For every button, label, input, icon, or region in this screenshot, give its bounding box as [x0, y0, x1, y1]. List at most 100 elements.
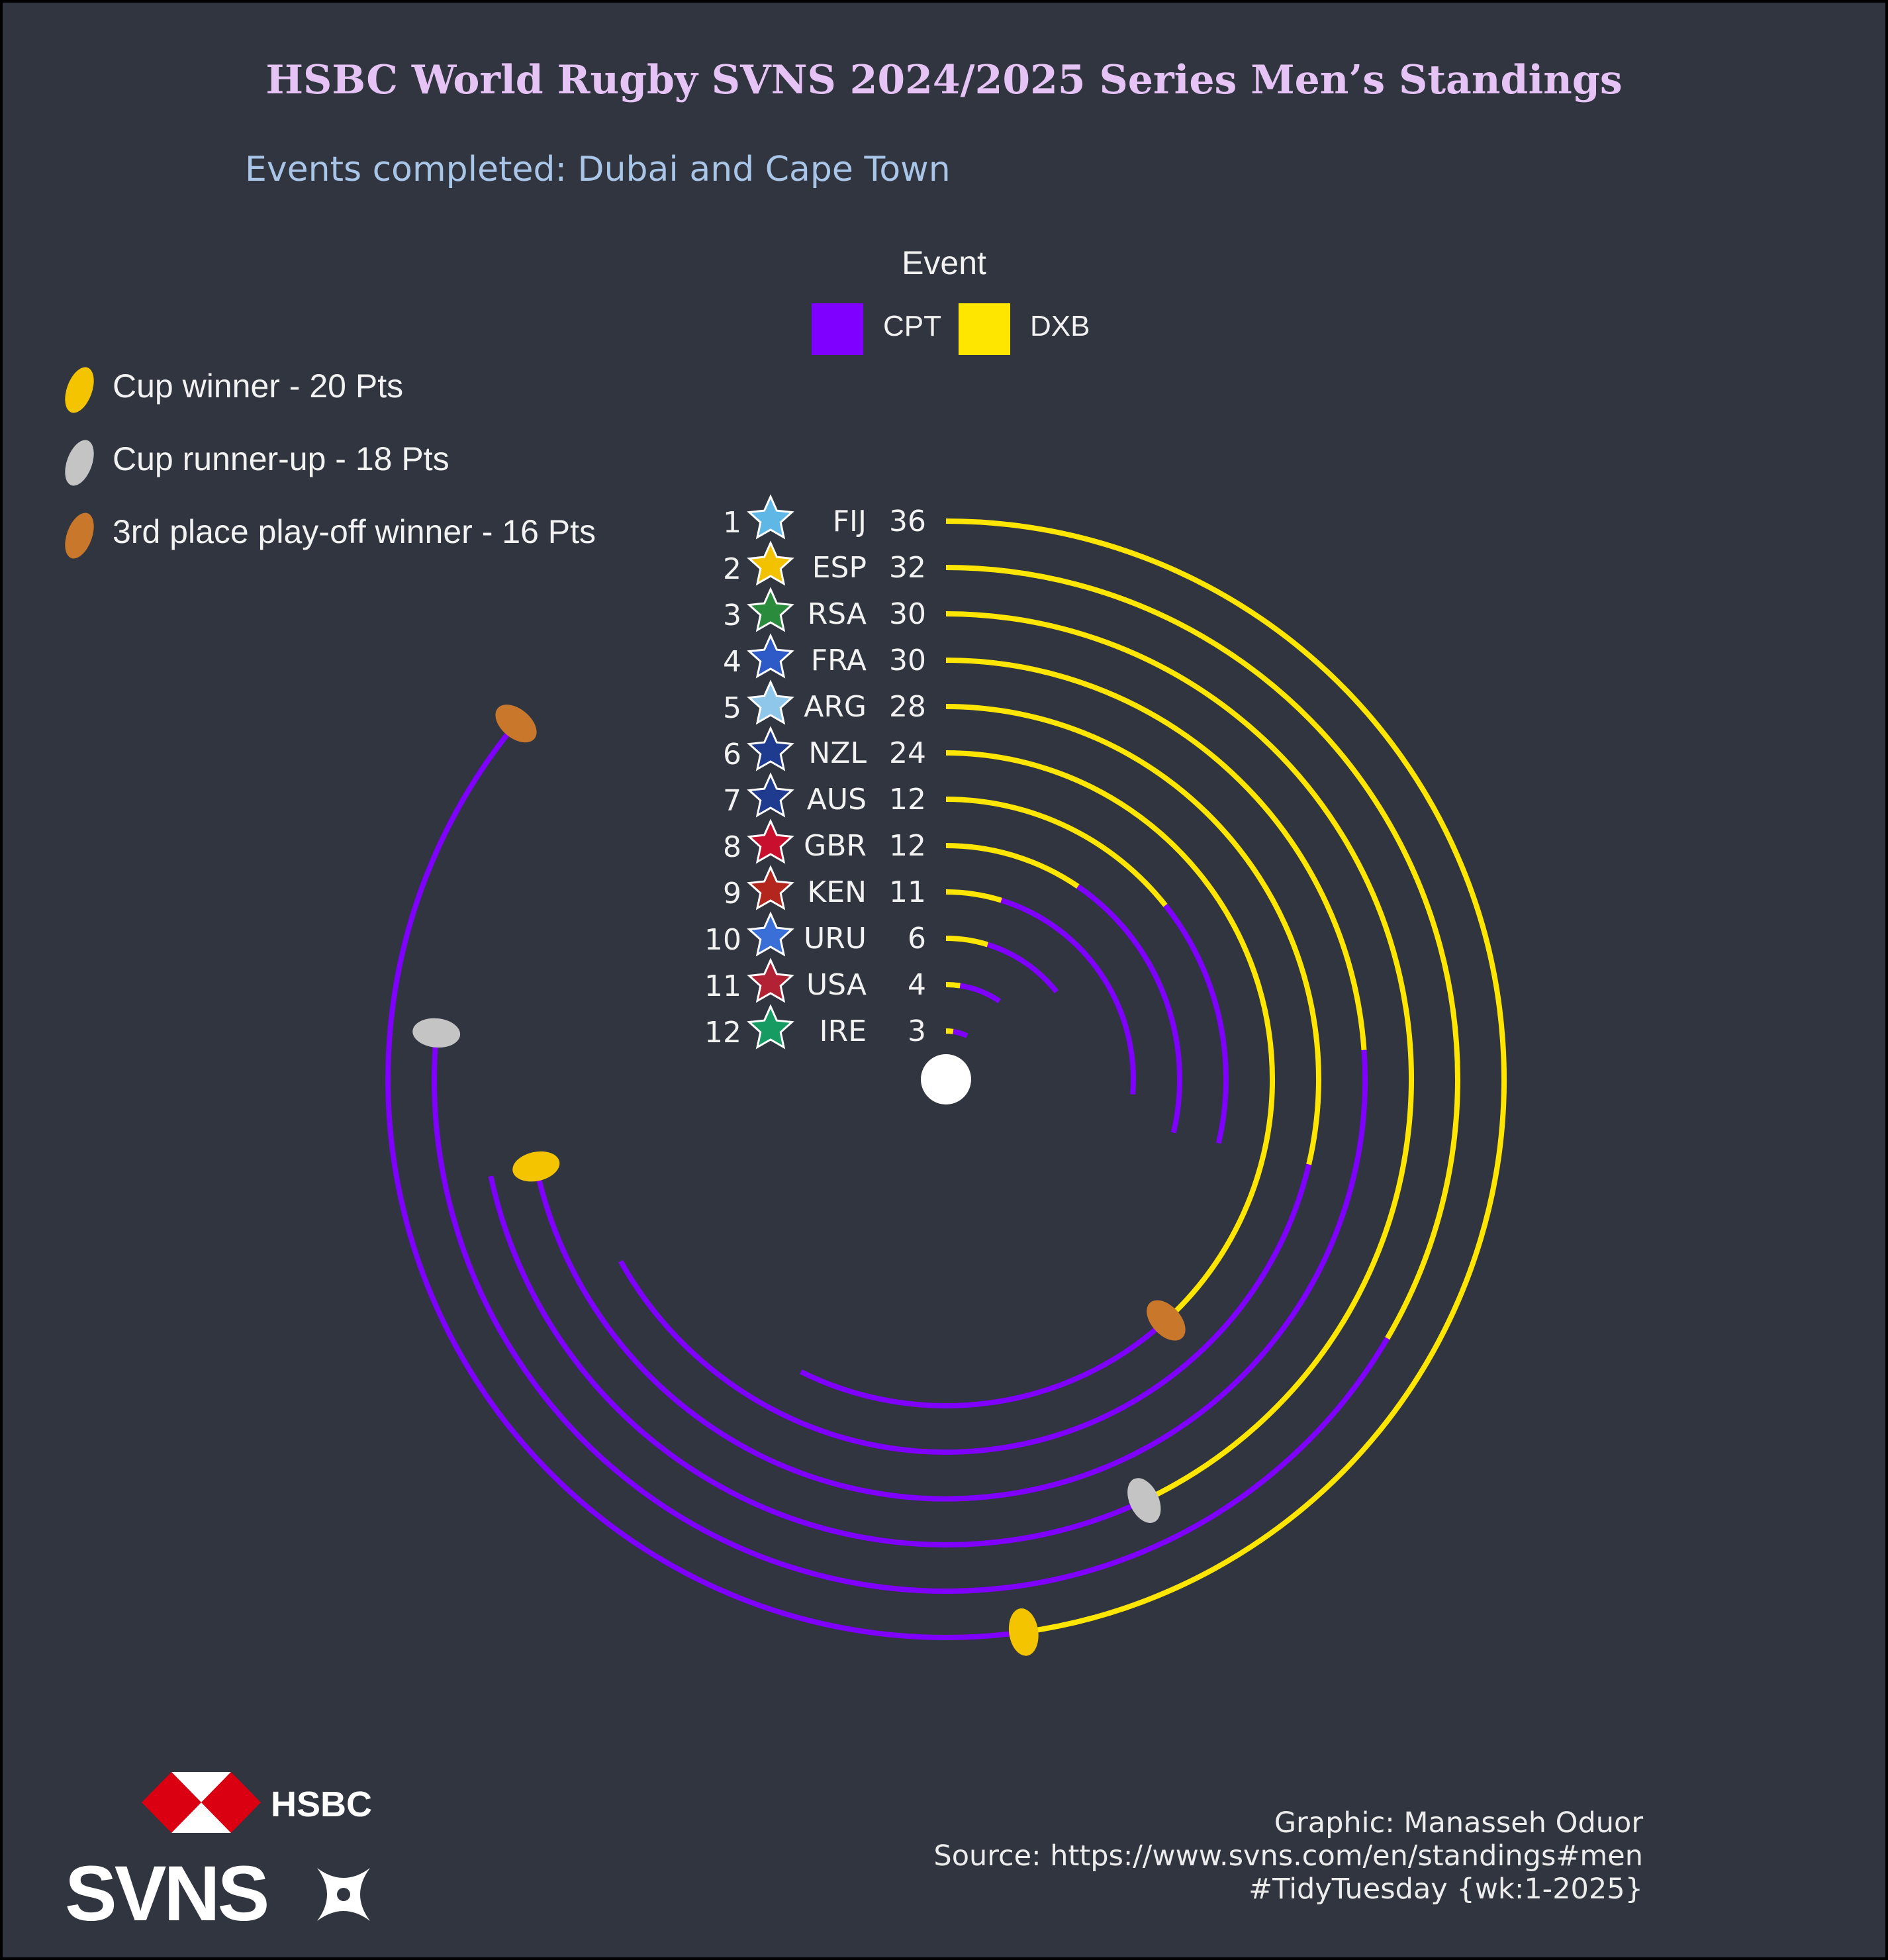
arc-fra-cpt: [533, 1050, 1368, 1502]
radial-bar-chart: 36FIJ132ESP230RSA330FRA428ARG524NZL612AU…: [385, 494, 1507, 1656]
legend-swatch-cpt: [812, 303, 863, 355]
arc-ire-cpt: [953, 1028, 968, 1038]
points-label-nzl: 24: [889, 736, 926, 770]
team-label-fra: FRA: [811, 644, 867, 677]
rank-label-usa: 11: [704, 969, 741, 1003]
points-label-rsa: 30: [889, 597, 926, 631]
arc-ken-dxb: [945, 889, 1002, 903]
rank-label-esp: 2: [723, 552, 741, 586]
new-zealand-flag-star-icon: [747, 726, 794, 771]
medal-bronze-nzl-dxb: [1147, 1300, 1186, 1341]
fiji-flag-star-icon: [747, 494, 794, 540]
arc-aus-cpt: [1163, 903, 1229, 1144]
rank-label-nzl: 6: [723, 738, 741, 771]
points-label-uru: 6: [908, 922, 926, 956]
medal-legend-label-gold: Cup winner - 20 Pts: [113, 368, 404, 405]
arc-fij-cpt: [385, 722, 1024, 1640]
points-label-esp: 32: [889, 551, 926, 585]
chart-subtitle: Events completed: Dubai and Cape Town: [245, 150, 951, 189]
medal-legend-label-silver: Cup runner-up - 18 Pts: [113, 440, 449, 477]
svns-logo-text: SVNS: [65, 1850, 269, 1937]
rank-label-aus: 7: [723, 784, 741, 818]
team-label-ken: KEN: [807, 875, 867, 909]
bronze-medal-icon: [65, 513, 94, 559]
arc-nzl-cpt: [800, 1318, 1168, 1408]
points-label-fij: 36: [889, 505, 926, 538]
rank-label-gbr: 8: [723, 830, 741, 864]
points-label-aus: 12: [889, 783, 926, 816]
legend-swatch-dxb: [959, 303, 1010, 355]
svns-emblem-icon: [317, 1868, 370, 1921]
legend-label-dxb: DXB: [1030, 310, 1090, 342]
credits: Graphic: Manasseh Oduor Source: https://…: [933, 1806, 1643, 1906]
spain-flag-star-icon: [747, 540, 794, 586]
medal-gold-fra-cpt: [512, 1151, 560, 1182]
points-label-fra: 30: [889, 644, 926, 677]
center-dot: [921, 1054, 971, 1104]
usa-flag-star-icon: [747, 957, 794, 1003]
team-label-uru: URU: [804, 922, 867, 956]
uruguay-flag-star-icon: [747, 911, 794, 957]
medal-bronze-fij-cpt: [495, 705, 537, 743]
legend-title: Event: [902, 244, 986, 281]
arc-esp-cpt: [432, 1032, 1390, 1594]
team-label-arg: ARG: [804, 690, 867, 724]
rank-label-ire: 12: [704, 1016, 741, 1050]
medal-legend-label-bronze: 3rd place play-off winner - 16 Pts: [113, 513, 596, 550]
kenya-flag-star-icon: [747, 865, 794, 910]
arc-ire-dxb: [945, 1028, 954, 1034]
medal-silver-rsa-dxb: [1127, 1478, 1161, 1523]
arc-fij-dxb: [945, 518, 1507, 1635]
australia-flag-star-icon: [747, 772, 794, 818]
points-label-arg: 28: [889, 690, 926, 724]
gold-medal-icon: [65, 367, 94, 413]
arc-ken-cpt: [1000, 897, 1136, 1095]
legend-label-cpt: CPT: [883, 310, 941, 342]
arc-rsa-cpt: [488, 1175, 1145, 1547]
arc-uru-cpt: [986, 942, 1059, 994]
hsbc-logo-text: HSBC: [271, 1785, 373, 1824]
team-label-fij: FIJ: [833, 505, 867, 538]
arc-usa-dxb: [945, 981, 961, 989]
points-label-ire: 3: [908, 1014, 926, 1048]
arc-usa-cpt: [959, 983, 1002, 1004]
team-label-usa: USA: [806, 968, 867, 1002]
great-britain-flag-star-icon: [747, 818, 794, 864]
arc-esp-dxb: [945, 565, 1460, 1340]
arc-nzl-dxb: [945, 750, 1276, 1323]
france-flag-star-icon: [747, 633, 794, 679]
medal-silver-esp-cpt: [412, 1018, 461, 1048]
points-label-usa: 4: [908, 968, 926, 1002]
hsbc-logo-icon: [142, 1772, 261, 1833]
ireland-flag-star-icon: [747, 1004, 794, 1050]
team-label-rsa: RSA: [808, 597, 867, 631]
team-label-nzl: NZL: [808, 736, 867, 770]
credit-tidytuesday: #TidyTuesday {wk:1-2025}: [1249, 1873, 1643, 1906]
arc-uru-dxb: [945, 935, 989, 948]
team-label-ire: IRE: [820, 1014, 867, 1048]
credit-source: Source: https://www.svns.com/en/standing…: [933, 1839, 1643, 1873]
arc-fra-dxb: [945, 658, 1367, 1051]
points-label-ken: 11: [889, 875, 926, 909]
chart-title: HSBC World Rugby SVNS 2024/2025 Series M…: [265, 57, 1623, 103]
south-africa-flag-star-icon: [747, 587, 794, 632]
team-label-aus: AUS: [807, 783, 867, 816]
medal-gold-fij-dxb: [1008, 1608, 1039, 1656]
arc-aus-dxb: [945, 797, 1168, 907]
team-label-gbr: GBR: [804, 829, 867, 863]
arc-arg-cpt: [618, 1163, 1311, 1455]
rank-label-ken: 9: [723, 877, 741, 910]
rank-label-uru: 10: [704, 923, 741, 957]
rank-label-arg: 5: [723, 691, 741, 725]
team-label-esp: ESP: [812, 551, 867, 585]
rank-label-fra: 4: [723, 645, 741, 679]
credit-author: Graphic: Manasseh Oduor: [1274, 1806, 1643, 1839]
rank-label-fij: 1: [723, 506, 741, 540]
silver-medal-icon: [65, 440, 94, 486]
arc-gbr-dxb: [945, 843, 1080, 889]
rank-label-rsa: 3: [723, 599, 741, 632]
arc-gbr-cpt: [1076, 884, 1182, 1134]
argentina-flag-star-icon: [747, 679, 794, 725]
arc-rsa-dxb: [945, 611, 1414, 1503]
